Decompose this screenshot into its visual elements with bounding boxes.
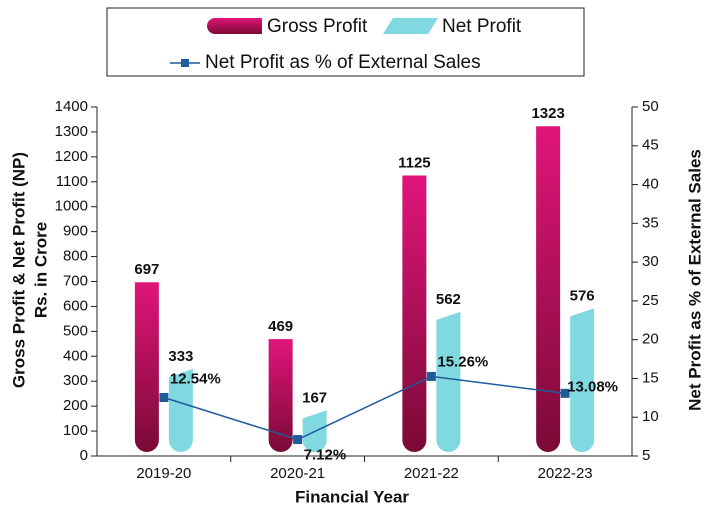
x-tick-label: 2022-23 — [538, 465, 593, 482]
y-tick-label: 200 — [63, 397, 88, 414]
y-tick-label: 700 — [63, 272, 88, 289]
y-tick-label: 1400 — [55, 98, 88, 115]
x-axis-title: Financial Year — [295, 487, 409, 506]
bar — [436, 311, 461, 452]
x-tick-label: 2021-22 — [404, 465, 459, 482]
y2-tick-label: 20 — [642, 331, 659, 348]
data-label: 1323 — [531, 105, 564, 122]
legend-label: Net Profit — [442, 16, 522, 37]
marker — [560, 388, 570, 398]
y2-tick-label: 5 — [642, 447, 650, 464]
data-label: 697 — [134, 261, 159, 278]
marker — [426, 371, 436, 381]
legend-swatch — [181, 59, 189, 67]
x-tick-label: 2020-21 — [270, 465, 325, 482]
x-tick-label: 2019-20 — [136, 465, 191, 482]
y-tick-label: 600 — [63, 297, 88, 314]
y-tick-label: 300 — [63, 372, 88, 389]
data-label: 333 — [168, 348, 193, 365]
data-label: 562 — [436, 291, 461, 308]
y-tick-label: 0 — [80, 447, 88, 464]
marker — [293, 435, 303, 445]
bar — [570, 308, 595, 452]
marker — [159, 393, 169, 403]
data-label: 469 — [268, 318, 293, 335]
y-tick-label: 1300 — [55, 123, 88, 140]
data-label: 576 — [570, 287, 595, 304]
y-tick-label: 500 — [63, 322, 88, 339]
y-axis-title: Rs. in Crore — [31, 222, 50, 318]
y-tick-label: 900 — [63, 223, 88, 240]
bar — [402, 175, 427, 452]
y2-tick-label: 15 — [642, 369, 659, 386]
y-tick-label: 800 — [63, 248, 88, 265]
y2-tick-label: 35 — [642, 214, 659, 231]
y2-tick-label: 30 — [642, 253, 659, 270]
data-label: 12.54% — [170, 370, 221, 387]
y-tick-label: 1000 — [55, 198, 88, 215]
data-label: 15.26% — [437, 353, 488, 370]
y2-tick-label: 25 — [642, 292, 659, 309]
y2-tick-label: 50 — [642, 98, 659, 115]
bar — [134, 282, 159, 452]
y-axis-title: Gross Profit & Net Profit (NP) — [9, 152, 28, 388]
y-tick-label: 1100 — [56, 173, 88, 190]
y2-tick-label: 45 — [642, 137, 659, 154]
y2-tick-label: 10 — [642, 408, 659, 425]
line — [163, 375, 566, 441]
bar — [268, 339, 293, 452]
data-label: 1125 — [398, 155, 431, 172]
data-label: 167 — [302, 389, 327, 406]
legend-label: Gross Profit — [267, 16, 368, 37]
y-tick-label: 400 — [63, 347, 88, 364]
data-label: 13.08% — [567, 378, 618, 395]
y-tick-label: 1200 — [55, 148, 88, 165]
y2-axis-title: Net Profit as % of External Sales — [685, 149, 704, 411]
legend-label: Net Profit as % of External Sales — [205, 52, 481, 73]
y-tick-label: 100 — [63, 422, 88, 439]
bar — [168, 368, 193, 452]
legend-swatch — [383, 18, 438, 34]
data-label: 7.12% — [304, 447, 347, 464]
bar — [536, 126, 561, 452]
legend-swatch — [207, 18, 262, 34]
y2-tick-label: 40 — [642, 176, 659, 193]
